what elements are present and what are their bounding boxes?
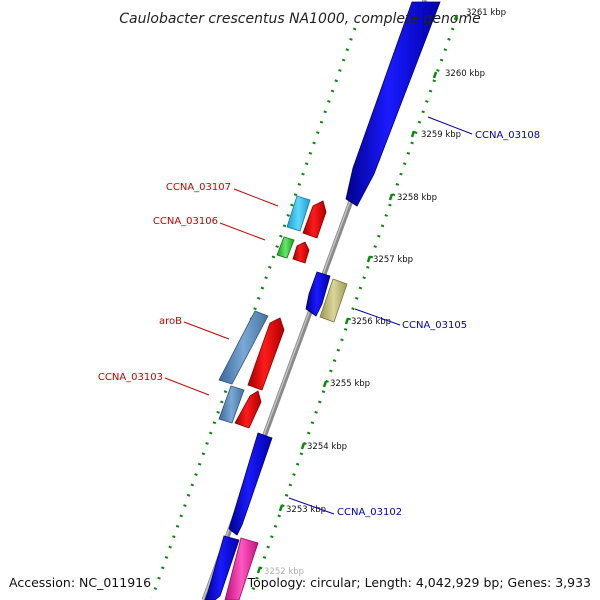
gene-ccna-03108[interactable] xyxy=(345,1,441,207)
accession-text: Accession: NC_011916 xyxy=(9,575,151,590)
tick-mark xyxy=(410,130,416,138)
gene-labels: CCNA_03108 CCNA_03107 CCNA_03106 CCNA_03… xyxy=(98,116,540,518)
gene-ccna-03106[interactable] xyxy=(276,236,295,259)
tick-mark xyxy=(453,14,459,21)
leader-line xyxy=(354,308,401,326)
label-ccna-03107[interactable]: CCNA_03107 xyxy=(166,182,231,193)
tick-mark xyxy=(322,380,328,388)
tick-mark xyxy=(388,193,394,201)
tick-label: 3259 kbp xyxy=(421,130,461,140)
gene-ccna-03107[interactable] xyxy=(286,195,311,232)
gene-ccna-03105[interactable] xyxy=(319,278,348,323)
label-ccna-03106[interactable]: CCNA_03106 xyxy=(153,216,218,227)
tick-label: 3256 kbp xyxy=(351,317,391,327)
gene-bottom-blue[interactable] xyxy=(204,535,240,600)
scale-ticks: 3261 kbp 3260 kbp 3259 kbp 3258 kbp 3257… xyxy=(256,8,506,577)
map-title: Caulobacter crescentus NA1000, complete … xyxy=(119,11,480,27)
label-ccna-03105[interactable]: CCNA_03105 xyxy=(402,320,467,331)
tick-label: 3253 kbp xyxy=(286,505,326,515)
gene-red-arob[interactable] xyxy=(247,317,285,391)
tick-mark xyxy=(278,504,284,512)
tick-label: 3254 kbp xyxy=(307,442,347,452)
label-ccna-03102[interactable]: CCNA_03102 xyxy=(337,507,402,518)
tick-label: 3252 kbp xyxy=(264,567,304,577)
tick-label: 3261 kbp xyxy=(466,8,506,18)
label-ccna-03103[interactable]: CCNA_03103 xyxy=(98,372,163,383)
tick-mark xyxy=(300,442,306,450)
leader-line xyxy=(164,377,210,396)
leader-line xyxy=(233,188,279,207)
gene-ccna-03105-left[interactable] xyxy=(305,271,331,317)
leader-line xyxy=(219,222,266,241)
label-ccna-03108[interactable]: CCNA_03108 xyxy=(475,130,540,141)
outer-dotted-track xyxy=(150,27,357,599)
tick-label: 3257 kbp xyxy=(373,255,413,265)
gene-bottom-pink[interactable] xyxy=(224,537,259,600)
leader-line xyxy=(183,321,230,340)
gene-ccna-03103[interactable] xyxy=(218,385,245,424)
leader-line xyxy=(288,497,335,515)
inner-dotted-track xyxy=(248,27,455,599)
gene-arob[interactable] xyxy=(218,310,269,385)
gene-ccna-03102[interactable] xyxy=(228,432,273,536)
tick-mark xyxy=(432,71,438,79)
tick-mark xyxy=(256,566,262,574)
tick-label: 3258 kbp xyxy=(397,193,437,203)
gene-red-1[interactable] xyxy=(302,200,327,239)
tick-label: 3260 kbp xyxy=(445,69,485,79)
label-arob[interactable]: aroB xyxy=(159,316,182,327)
tick-label: 3255 kbp xyxy=(330,379,370,389)
tick-mark xyxy=(344,317,350,325)
gene-red-ccna-03103[interactable] xyxy=(234,390,262,429)
leader-line xyxy=(427,116,473,135)
genome-summary-text: Topology: circular; Length: 4,042,929 bp… xyxy=(247,575,591,590)
tick-mark xyxy=(366,255,372,263)
gene-red-2[interactable] xyxy=(292,241,310,264)
